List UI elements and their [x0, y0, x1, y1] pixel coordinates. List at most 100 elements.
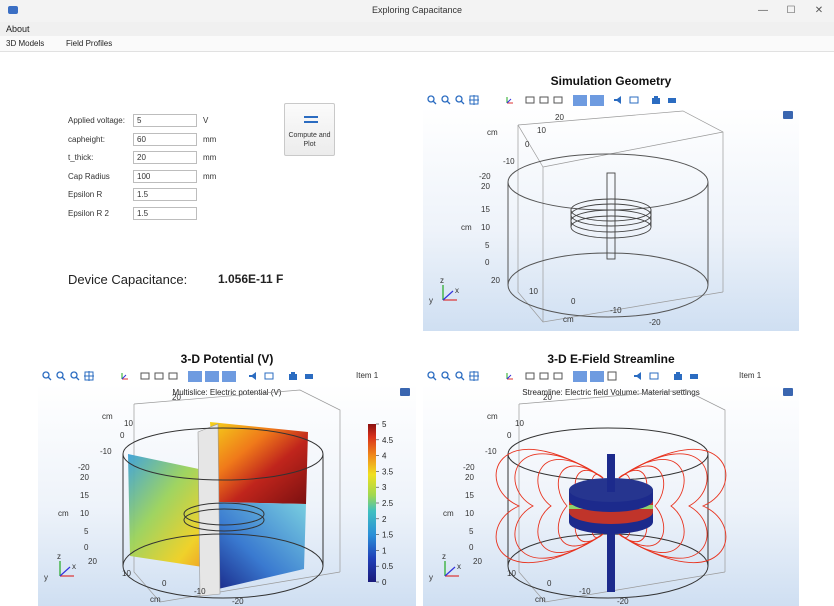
geometry-tick-z-1: -20 [479, 172, 491, 181]
transparency-icon[interactable] [573, 371, 587, 382]
view-zx-icon[interactable] [168, 371, 178, 381]
streamline-toolbar: Item 1 [427, 369, 797, 383]
tab-field-profiles[interactable]: Field Profiles [66, 39, 113, 48]
zoom-box-icon[interactable] [455, 95, 465, 105]
geometry-tick-z-6: 0 [485, 258, 490, 267]
colorbar-tick-label: 1.5 [382, 531, 394, 540]
epsilon-r2-input[interactable] [133, 207, 197, 220]
streamline-tick-bottom-2: 10 [507, 569, 516, 578]
potential-tick-bottom-5: -20 [232, 597, 244, 606]
print-icon[interactable] [304, 371, 314, 381]
zoom-in-icon[interactable] [427, 95, 437, 105]
zoom-out-icon[interactable] [56, 371, 66, 381]
streamline-item-label[interactable]: Item 1 [739, 371, 762, 380]
zoom-box-icon[interactable] [455, 371, 465, 381]
streamline-plot[interactable]: Streamline: Electric field Volume: Mater… [423, 384, 799, 606]
streamline-path [557, 465, 604, 547]
screenshot-icon[interactable] [673, 371, 683, 381]
zoom-extents-icon[interactable] [469, 95, 479, 105]
geometry-title: Simulation Geometry [550, 74, 672, 88]
compute-and-plot-button[interactable]: Compute and Plot [284, 103, 335, 156]
streamline-tick-top-2: 10 [515, 419, 524, 428]
menu-about[interactable]: About [6, 24, 30, 34]
view-xy-icon[interactable] [140, 371, 150, 381]
transparency-icon[interactable] [188, 371, 202, 382]
zoom-out-icon[interactable] [441, 95, 451, 105]
view-yz-icon[interactable] [539, 371, 549, 381]
geometry-tick-bottom-3: 0 [571, 297, 576, 306]
geometry-tick-top-3: 0 [525, 140, 530, 149]
colorbar-tick-label: 2 [382, 515, 387, 524]
view-yz-icon[interactable] [154, 371, 164, 381]
axis-y-label: y [44, 573, 48, 582]
scene-light-icon[interactable] [633, 371, 643, 381]
reset-view-icon[interactable] [264, 371, 274, 381]
colorbar-tick-label: 4.5 [382, 436, 394, 445]
screenshot-icon[interactable] [651, 95, 661, 105]
view-zx-icon[interactable] [553, 371, 563, 381]
zoom-in-icon[interactable] [427, 371, 437, 381]
view-zx-icon[interactable] [553, 95, 563, 105]
reset-view-icon[interactable] [629, 95, 639, 105]
axes-orientation-icon[interactable] [505, 95, 515, 105]
print-icon[interactable] [689, 371, 699, 381]
geometry-tick-top-2: 10 [537, 126, 546, 135]
print-icon[interactable] [667, 95, 677, 105]
geometry-tick-bottom-4: -10 [610, 306, 622, 315]
zoom-box-icon[interactable] [70, 371, 80, 381]
capacitance-value: 1.056E-11 F [218, 272, 284, 286]
app-icon [8, 6, 18, 14]
maximize-button[interactable]: ☐ [786, 5, 796, 16]
streamline-tick-bottom-4: -10 [579, 587, 591, 596]
geometry-plot[interactable]: cm 20 10 0 -10 -20 20 15 10 cm 5 0 20 10… [423, 107, 799, 331]
geometry-tick-top-4: -10 [503, 157, 515, 166]
potential-tick-top-2: 10 [124, 419, 133, 428]
window-title: Exploring Capacitance [371, 5, 463, 15]
epsilon-r-input[interactable] [133, 188, 197, 201]
streamline-axis-unit-bottom: cm [535, 595, 546, 604]
wireframe-icon[interactable] [205, 371, 219, 382]
axes-orientation-icon[interactable] [120, 371, 130, 381]
scene-light-icon[interactable] [613, 95, 623, 105]
scene-light-icon[interactable] [248, 371, 258, 381]
view-yz-icon[interactable] [539, 95, 549, 105]
applied-voltage-input[interactable] [133, 114, 197, 127]
potential-toolbar: Item 1 [42, 369, 412, 383]
capacitance-label: Device Capacitance: [68, 272, 188, 287]
wireframe-icon[interactable] [590, 371, 604, 382]
screenshot-icon[interactable] [288, 371, 298, 381]
t-thick-unit: mm [203, 153, 217, 162]
wireframe-icon[interactable] [590, 95, 604, 106]
transparency-icon[interactable] [573, 95, 587, 106]
potential-item-label[interactable]: Item 1 [356, 371, 379, 380]
legend-toggle-icon[interactable] [222, 371, 236, 382]
geometry-toolbar [427, 93, 727, 107]
potential-plot[interactable]: Multislice: Electric potential (V) [38, 384, 416, 606]
potential-tick-bottom-3: 0 [162, 579, 167, 588]
close-button[interactable]: ✕ [814, 5, 824, 16]
cap-radius-input[interactable] [133, 170, 197, 183]
capheight-input[interactable] [133, 133, 197, 146]
export-icon[interactable] [783, 388, 793, 396]
cap-radius-label: Cap Radius [68, 172, 110, 181]
view-xy-icon[interactable] [525, 95, 535, 105]
reset-view-icon[interactable] [649, 371, 659, 381]
streamline-tick-z-3: 15 [465, 491, 474, 500]
tab-3d-models[interactable]: 3D Models [6, 39, 45, 48]
potential-tick-z-1: -20 [78, 463, 90, 472]
geometry-tick-z-3: 15 [481, 205, 490, 214]
colorbar-tick-label: 3.5 [382, 467, 394, 476]
zoom-extents-icon[interactable] [84, 371, 94, 381]
t-thick-input[interactable] [133, 151, 197, 164]
export-icon[interactable] [400, 388, 410, 396]
view-xy-icon[interactable] [525, 371, 535, 381]
zoom-in-icon[interactable] [42, 371, 52, 381]
geometry-tick-bottom-5: -20 [649, 318, 661, 327]
minimize-button[interactable]: — [758, 5, 768, 16]
zoom-extents-icon[interactable] [469, 371, 479, 381]
axes-orientation-icon[interactable] [505, 371, 515, 381]
legend-toggle-icon[interactable] [607, 371, 617, 381]
zoom-out-icon[interactable] [441, 371, 451, 381]
streamline-path [618, 448, 727, 564]
export-icon[interactable] [783, 111, 793, 119]
